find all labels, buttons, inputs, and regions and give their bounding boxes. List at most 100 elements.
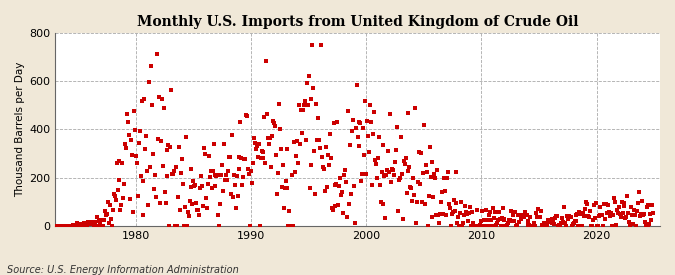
Point [364, 102, 375, 107]
Point [423, 224, 433, 228]
Point [605, 214, 616, 218]
Point [451, 170, 462, 175]
Point [535, 215, 545, 219]
Point [612, 208, 622, 212]
Point [462, 211, 472, 216]
Point [444, 205, 455, 210]
Point [350, 126, 361, 130]
Point [567, 222, 578, 226]
Point [421, 169, 432, 174]
Point [616, 200, 627, 204]
Point [485, 210, 495, 214]
Point [424, 145, 435, 150]
Point [634, 214, 645, 218]
Point [501, 224, 512, 228]
Point [639, 220, 650, 224]
Point [455, 211, 466, 215]
Point [82, 223, 92, 227]
Point [573, 224, 584, 228]
Point [564, 215, 575, 219]
Point [512, 213, 523, 217]
Point [121, 146, 132, 150]
Point [216, 173, 227, 177]
Point [510, 224, 521, 228]
Point [639, 211, 649, 216]
Point [303, 74, 314, 78]
Point [313, 116, 323, 120]
Point [319, 189, 330, 194]
Point [234, 155, 245, 160]
Point [189, 183, 200, 188]
Point [94, 219, 105, 223]
Point [529, 220, 539, 225]
Point [608, 213, 618, 217]
Point [146, 64, 157, 69]
Point [166, 87, 177, 92]
Point [466, 224, 477, 228]
Point [253, 142, 264, 146]
Point [386, 180, 397, 185]
Point [494, 217, 505, 221]
Point [450, 200, 461, 205]
Point [70, 224, 81, 228]
Point [215, 202, 225, 207]
Point [163, 143, 174, 148]
Point [225, 192, 236, 196]
Point [349, 221, 360, 225]
Point [323, 163, 334, 167]
Point [602, 211, 613, 216]
Point [180, 205, 190, 209]
Point [627, 213, 638, 217]
Point [646, 218, 657, 222]
Point [306, 96, 317, 101]
Point [464, 211, 475, 215]
Point [142, 168, 153, 173]
Point [109, 194, 120, 198]
Point [454, 224, 465, 228]
Point [353, 144, 364, 148]
Point [387, 167, 398, 171]
Point [624, 220, 634, 225]
Point [502, 223, 513, 227]
Point [298, 103, 309, 107]
Point [132, 161, 142, 166]
Point [385, 111, 396, 116]
Point [118, 196, 129, 200]
Point [74, 224, 84, 228]
Point [302, 103, 313, 108]
Point [512, 222, 522, 227]
Point [259, 115, 270, 120]
Point [362, 133, 373, 138]
Point [300, 138, 311, 142]
Point [647, 203, 657, 207]
Point [641, 205, 652, 210]
Point [185, 185, 196, 189]
Point [168, 171, 179, 176]
Point [207, 169, 218, 173]
Point [549, 221, 560, 226]
Point [535, 209, 546, 214]
Point [276, 185, 287, 189]
Point [173, 195, 184, 199]
Point [202, 182, 213, 186]
Point [317, 155, 327, 159]
Point [366, 120, 377, 124]
Point [400, 155, 411, 160]
Point [120, 142, 131, 146]
Point [566, 215, 576, 220]
Point [180, 134, 191, 139]
Point [489, 216, 500, 221]
Point [614, 212, 625, 216]
Point [373, 156, 383, 160]
Point [205, 175, 215, 179]
Point [290, 170, 300, 175]
Point [364, 150, 375, 154]
Point [550, 216, 561, 220]
Point [578, 214, 589, 218]
Point [117, 161, 128, 165]
Point [151, 194, 161, 199]
Point [273, 102, 284, 106]
Point [620, 216, 631, 220]
Point [544, 220, 555, 225]
Point [412, 180, 423, 184]
